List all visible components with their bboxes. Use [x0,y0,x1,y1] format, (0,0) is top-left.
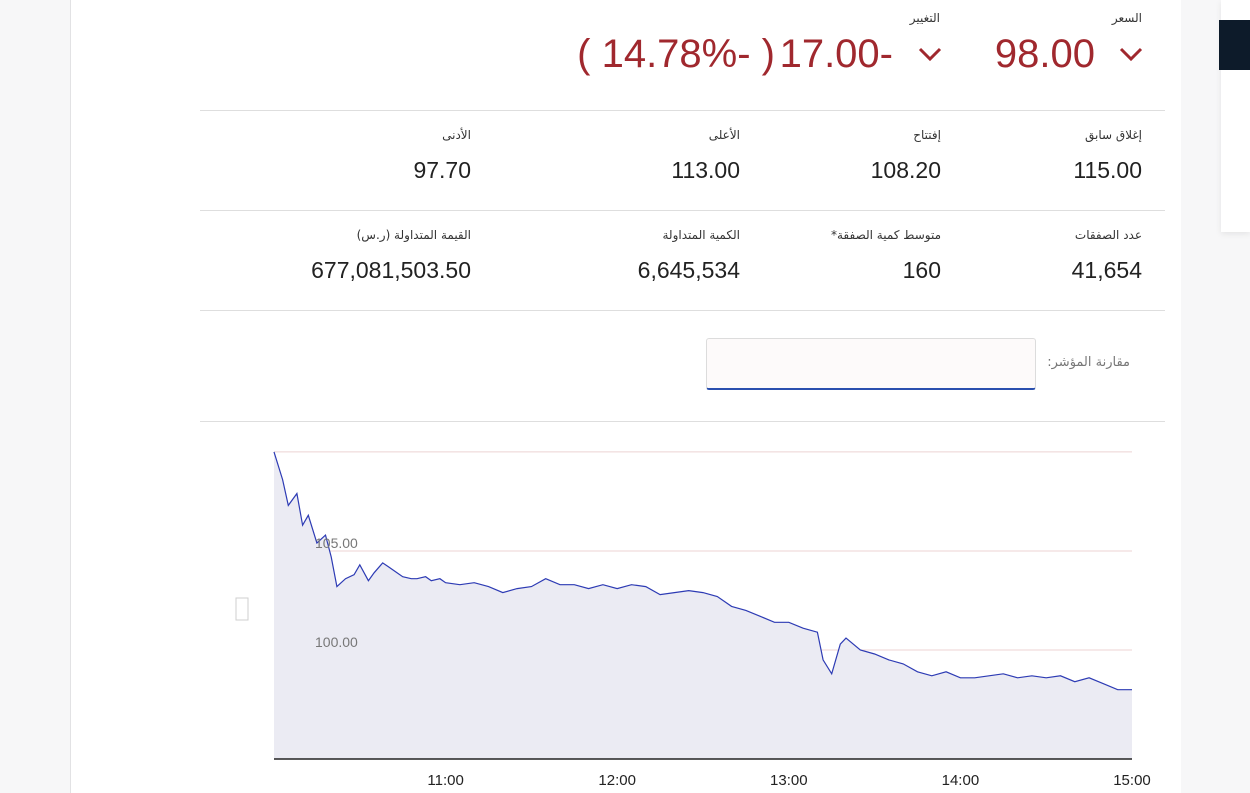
side-widget-header [1219,20,1250,70]
stat-value-prev-close: 115.00 [1073,157,1142,183]
change-percent: ( 14.78%- ) [577,32,775,76]
stat-value-turnover: 677,081,503.50 [311,257,471,283]
price-value: 98.00 [994,32,1095,76]
stat-label-avg-trade-size: متوسط كمية الصفقة* [831,228,941,242]
left-gutter [0,0,71,793]
price-label: السعر [1111,11,1142,25]
stat-label-high: الأعلى [708,128,740,142]
stat-value-high: 113.00 [671,157,740,183]
divider [200,421,1165,422]
stat-value-volume: 6,645,534 [637,257,740,283]
stat-value-low: 97.70 [413,157,471,183]
compare-index-input[interactable] [706,338,1036,390]
stat-value-trades: 41,654 [1071,257,1142,283]
stat-label-turnover: القيمة المتداولة (ر.س) [356,228,471,242]
stat-value-open: 108.20 [870,157,941,183]
stat-value-avg-trade-size: 160 [902,257,941,283]
stat-label-open: إفتتاح [913,128,941,142]
stat-label-volume: الكمية المتداولة [662,228,741,242]
change-value: 17.00- [779,32,893,76]
chevron-down-icon [1119,47,1143,62]
divider [200,310,1165,311]
stat-label-prev-close: إغلاق سابق [1085,128,1142,142]
stat-label-trades: عدد الصفقات [1074,228,1142,242]
divider [200,110,1165,111]
divider [200,210,1165,211]
chevron-down-icon [918,47,942,62]
stock-card [71,0,1181,793]
stat-label-low: الأدنى [442,128,471,142]
compare-index-label: مقارنة المؤشر: [1047,355,1130,370]
change-label: التغيير [909,11,940,25]
